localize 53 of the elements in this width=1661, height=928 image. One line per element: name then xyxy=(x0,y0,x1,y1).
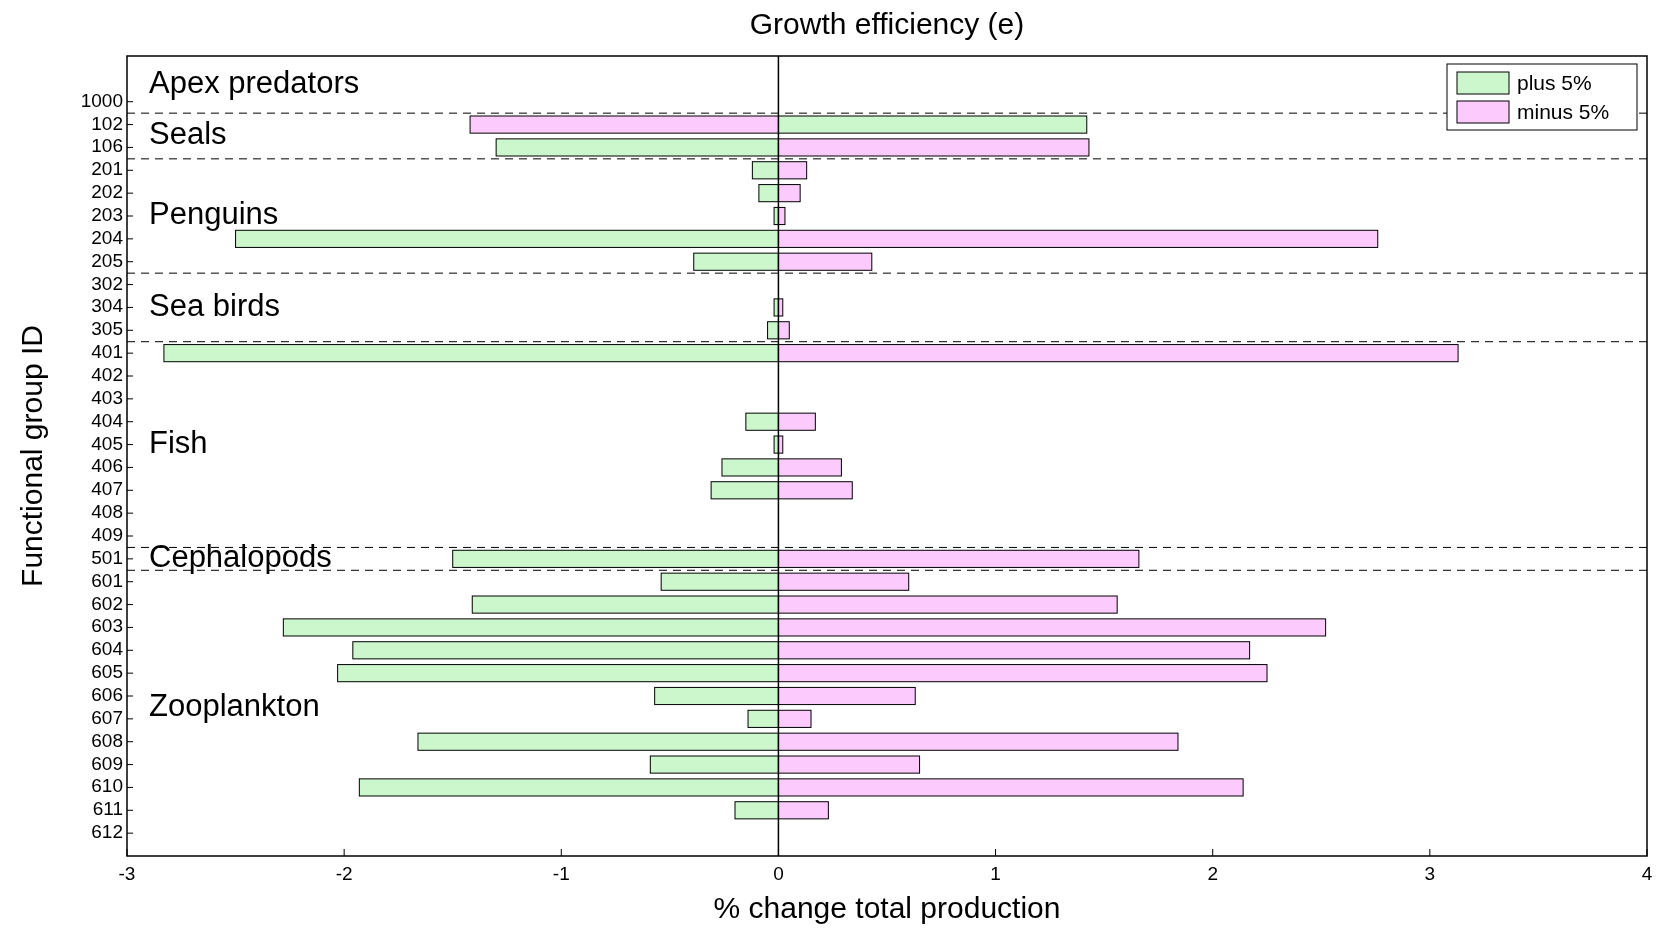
y-tick-label: 302 xyxy=(91,272,123,294)
y-tick-label: 401 xyxy=(91,341,123,363)
chart-title: Growth efficiency (e) xyxy=(749,7,1025,40)
y-tick-label: 610 xyxy=(91,775,123,797)
y-tick-label: 404 xyxy=(91,409,124,431)
y-tick-label: 201 xyxy=(91,158,123,180)
annotation: Seals xyxy=(149,116,227,152)
x-tick-label: 4 xyxy=(1641,863,1653,884)
y-tick-label: 305 xyxy=(91,318,123,340)
y-tick-label: 205 xyxy=(91,249,123,271)
y-tick-label: 407 xyxy=(91,478,123,500)
annotation: Apex predators xyxy=(149,64,360,100)
annotation: Fish xyxy=(149,424,208,460)
y-tick-label: 102 xyxy=(91,112,123,134)
y-tick-label: 403 xyxy=(91,386,123,408)
x-tick-label: -3 xyxy=(118,863,136,884)
annotation: Cephalopods xyxy=(149,539,332,575)
y-axis-title: Functional group ID xyxy=(15,325,48,587)
y-tick-label: 601 xyxy=(91,569,123,591)
y-tick-label: 304 xyxy=(91,295,124,317)
y-tick-label: 608 xyxy=(91,729,123,751)
legend-label: minus 5% xyxy=(1517,99,1610,123)
y-tick-label: 406 xyxy=(91,455,123,477)
x-tick-label: -2 xyxy=(335,863,353,884)
x-axis-title: % change total production xyxy=(713,891,1061,924)
annotation: Penguins xyxy=(149,196,279,232)
y-tick-label: 202 xyxy=(91,181,123,203)
y-tick-label: 402 xyxy=(91,364,123,386)
x-tick-label: -1 xyxy=(552,863,570,884)
y-tick-label: 501 xyxy=(91,546,123,568)
y-tick-label: 106 xyxy=(91,135,123,157)
y-tick-label: 609 xyxy=(91,752,123,774)
y-tick-label: 612 xyxy=(91,821,123,843)
y-tick-label: 603 xyxy=(91,615,123,637)
y-tick-label: 605 xyxy=(91,661,123,683)
x-tick-label: 3 xyxy=(1424,863,1436,884)
y-tick-label: 408 xyxy=(91,501,123,523)
x-tick-label: 1 xyxy=(990,863,1001,884)
x-tick-label: 2 xyxy=(1207,863,1218,884)
y-tick-label: 405 xyxy=(91,432,123,454)
annotation: Sea birds xyxy=(149,287,280,323)
y-tick-label: 203 xyxy=(91,204,123,226)
y-tick-label: 607 xyxy=(91,706,123,728)
x-tick-label: 0 xyxy=(773,863,784,884)
y-tick-label: 604 xyxy=(91,638,124,660)
y-tick-label: 602 xyxy=(91,592,123,614)
y-tick-label: 611 xyxy=(92,798,123,820)
y-tick-label: 409 xyxy=(91,524,123,546)
annotation: Zooplankton xyxy=(149,687,320,723)
y-tick-label: 1000 xyxy=(80,89,123,111)
legend-label: plus 5% xyxy=(1517,70,1592,94)
y-tick-label: 606 xyxy=(91,684,123,706)
y-tick-label: 204 xyxy=(91,226,124,248)
